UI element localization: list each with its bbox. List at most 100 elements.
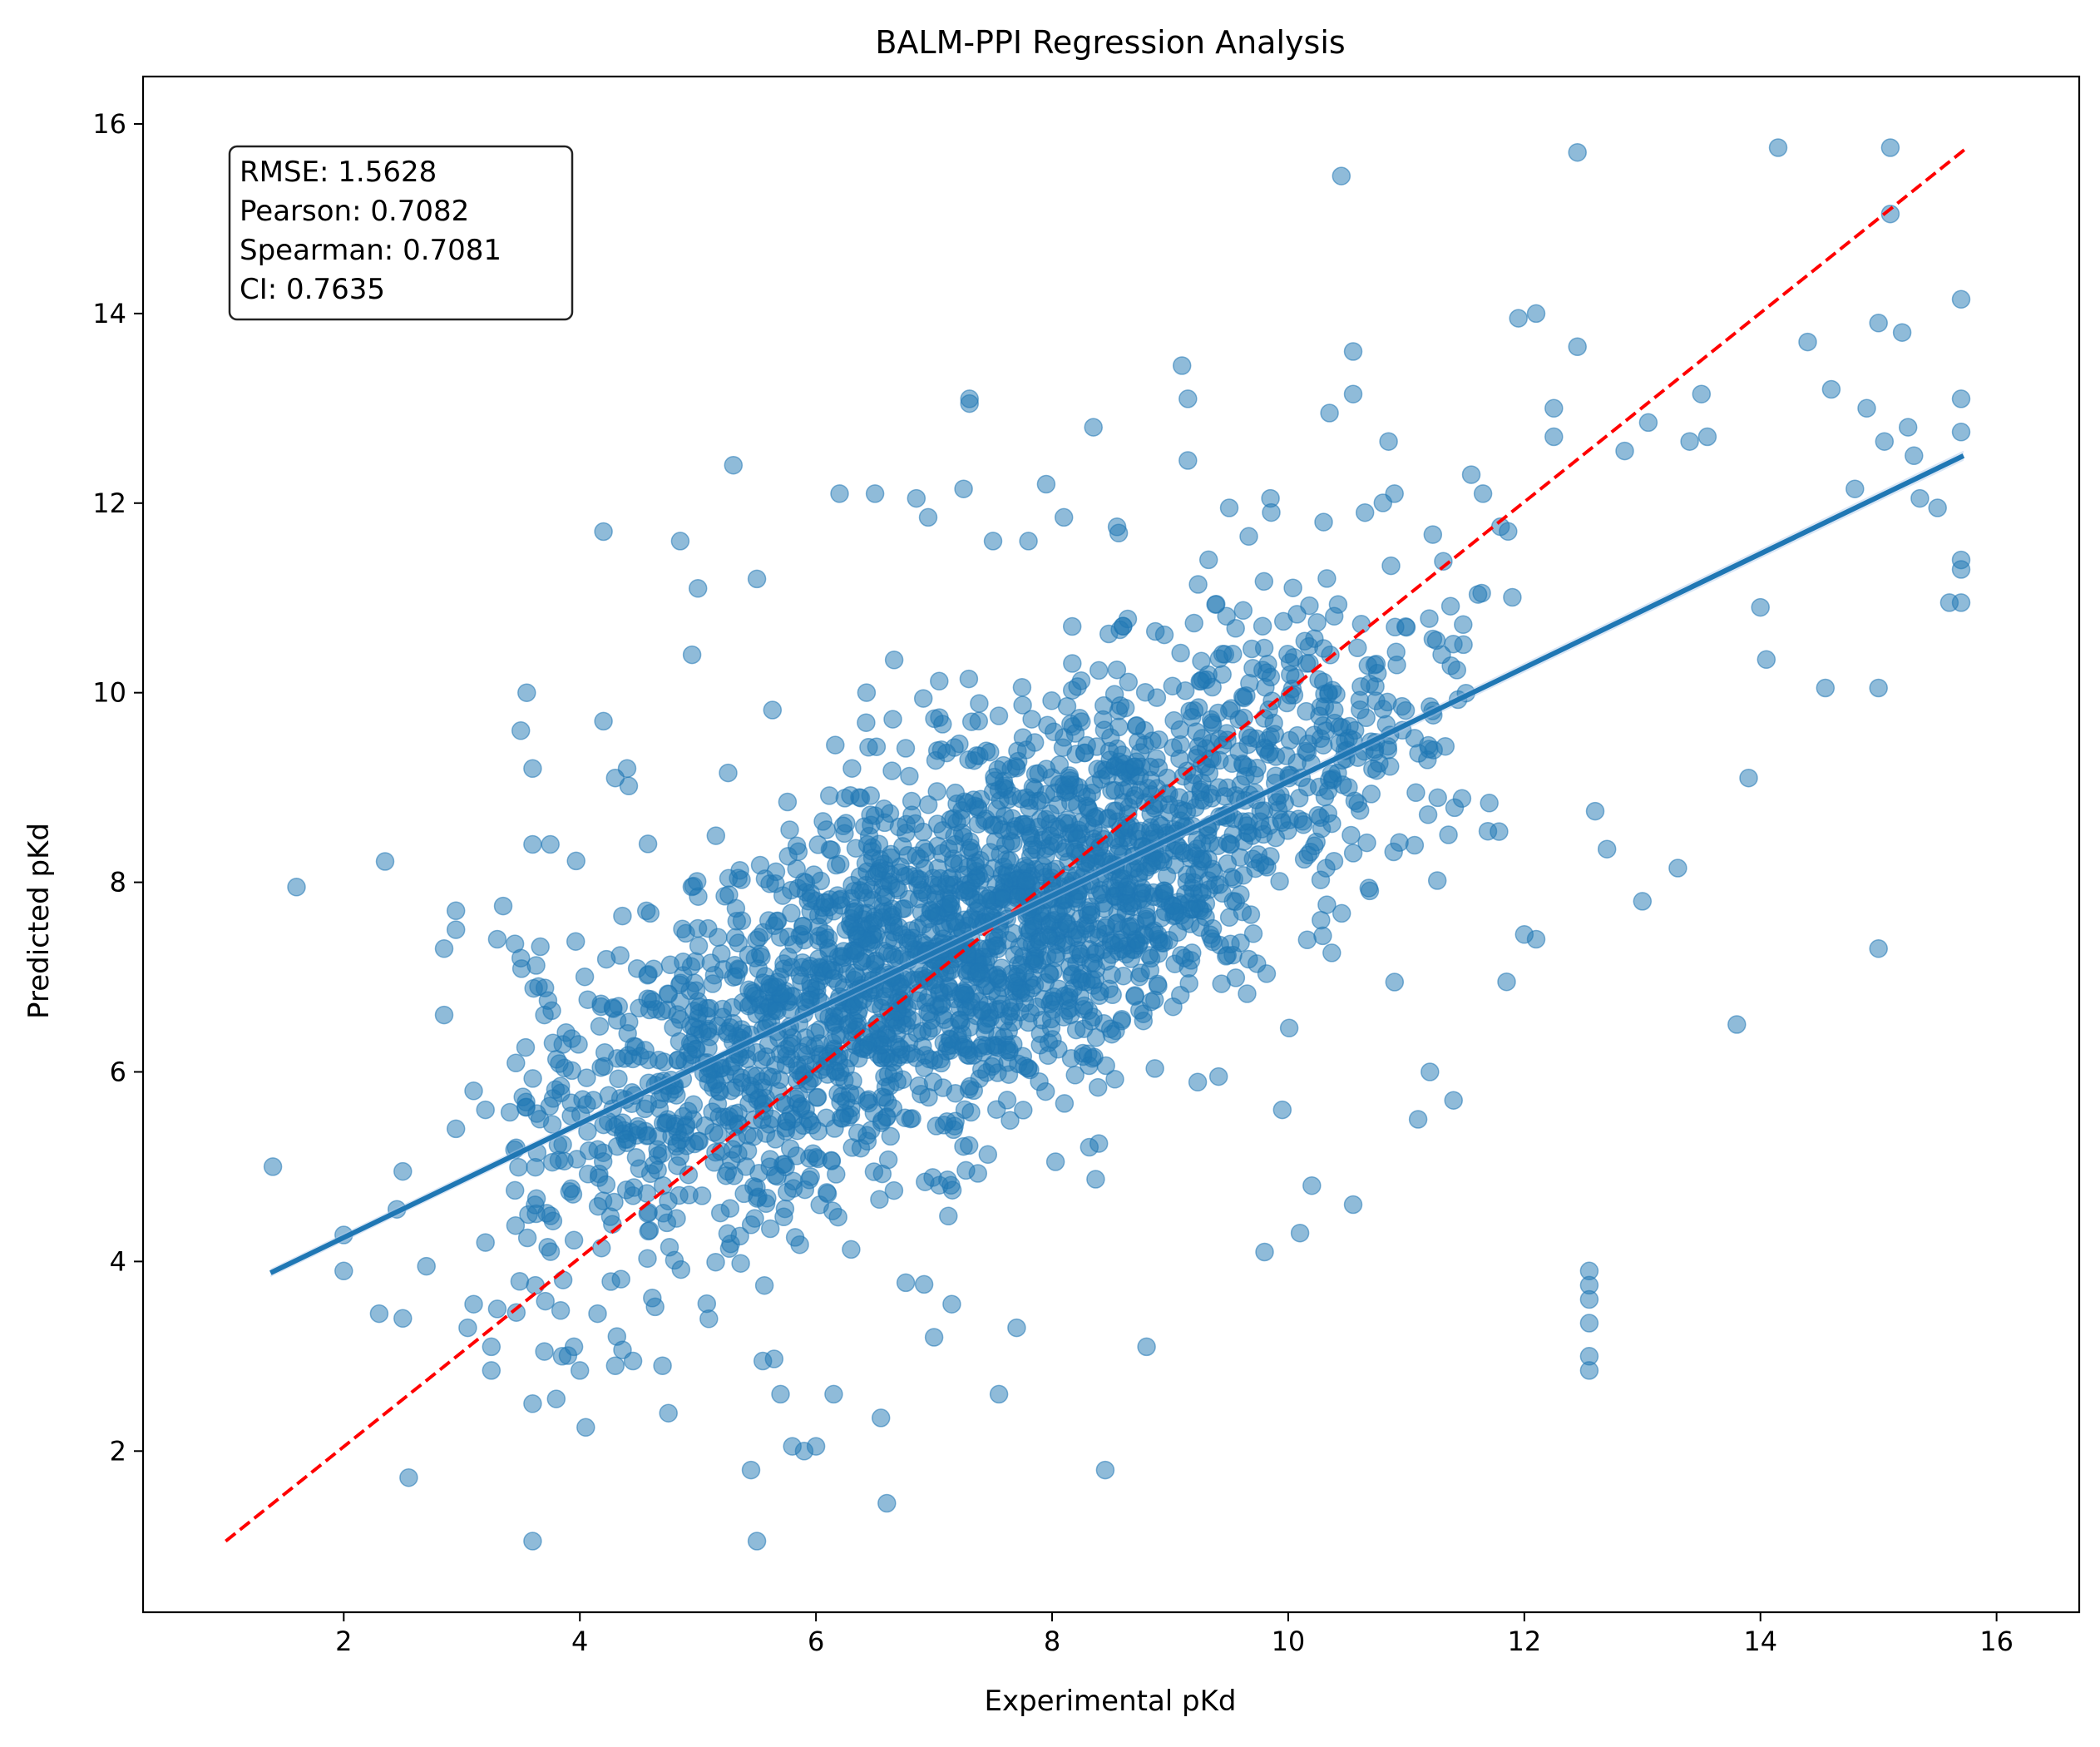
data-point (1322, 814, 1342, 834)
data-point (595, 1042, 615, 1062)
data-point (826, 735, 845, 755)
data-point (1357, 833, 1376, 853)
data-point (997, 1041, 1016, 1060)
data-point (529, 977, 548, 997)
data-point (942, 1294, 961, 1314)
data-point (523, 834, 542, 854)
data-point (1084, 418, 1103, 437)
x-tick-label: 14 (1743, 1626, 1777, 1657)
data-point (1062, 680, 1082, 700)
data-point (1739, 768, 1758, 788)
data-point (960, 389, 979, 408)
data-point (1432, 645, 1451, 665)
data-point (842, 1240, 861, 1260)
data-point (1178, 865, 1197, 884)
data-point (1951, 389, 1971, 408)
data-point (1036, 474, 1056, 494)
data-point (688, 579, 708, 598)
data-point (1270, 872, 1289, 891)
data-point (1188, 1072, 1208, 1092)
data-point (638, 834, 658, 854)
data-point (1544, 398, 1564, 418)
data-point (703, 974, 723, 993)
data-point (1102, 965, 1121, 984)
data-point (1846, 479, 1865, 498)
data-point (1727, 1015, 1747, 1034)
data-point (741, 1460, 761, 1480)
data-point (638, 1094, 658, 1114)
data-point (817, 1183, 837, 1202)
data-point (1060, 769, 1080, 788)
data-point (638, 989, 657, 1008)
data-point (1080, 1137, 1099, 1157)
data-point (393, 1309, 413, 1329)
data-point (1129, 1001, 1149, 1020)
data-point (747, 569, 767, 589)
data-point (942, 1180, 962, 1200)
data-point (1001, 1111, 1020, 1131)
data-point (1040, 826, 1060, 845)
data-point (1406, 783, 1426, 803)
data-point (464, 1294, 483, 1314)
data-point (1203, 677, 1222, 697)
data-point (513, 1087, 532, 1106)
data-point (1001, 851, 1020, 870)
data-point (987, 936, 1007, 955)
data-point (1165, 902, 1184, 921)
data-point (1325, 700, 1344, 720)
data-point (1287, 605, 1307, 624)
data-point (505, 1180, 525, 1200)
data-point (719, 885, 739, 904)
data-point (1751, 597, 1770, 617)
data-point (1042, 691, 1061, 710)
data-point (434, 939, 454, 958)
data-point (434, 1005, 454, 1025)
data-point (823, 968, 843, 988)
data-point (1308, 805, 1327, 825)
data-point (1034, 990, 1054, 1009)
data-point (1421, 1062, 1440, 1081)
data-point (720, 1017, 740, 1037)
data-point (655, 1052, 674, 1071)
data-point (1279, 1018, 1299, 1038)
stats-line: Pearson: 0.7082 (240, 195, 469, 228)
data-point (947, 918, 966, 938)
data-point (1568, 337, 1587, 357)
data-point (787, 836, 807, 856)
data-point (1301, 842, 1320, 862)
data-point (884, 1180, 904, 1200)
y-axis-label: Predicted pKd (22, 823, 56, 1019)
data-point (1526, 929, 1546, 949)
data-point (546, 1389, 566, 1408)
data-point (1105, 830, 1125, 849)
data-point (1461, 465, 1481, 484)
data-point (872, 998, 891, 1017)
data-point (1191, 790, 1210, 809)
data-point (1084, 953, 1104, 972)
data-point (1314, 512, 1333, 532)
data-point (1147, 688, 1167, 707)
data-point (981, 843, 1000, 862)
data-point (588, 1196, 608, 1216)
data-point (724, 455, 744, 475)
data-point (689, 936, 709, 956)
data-point (648, 1161, 667, 1180)
data-point (1006, 820, 1025, 839)
data-point (446, 901, 466, 921)
data-point (970, 746, 989, 765)
data-point (857, 713, 876, 732)
data-point (1928, 498, 1947, 517)
data-point (551, 1301, 571, 1320)
data-point (922, 902, 941, 921)
data-point (743, 982, 762, 1001)
data-point (1428, 788, 1447, 808)
data-point (643, 1289, 662, 1308)
data-point (730, 860, 749, 880)
data-point (989, 706, 1009, 725)
data-point (1454, 615, 1473, 635)
data-point (1345, 791, 1365, 810)
data-point (922, 1011, 941, 1030)
data-point (1019, 532, 1038, 551)
data-point (1144, 823, 1164, 843)
